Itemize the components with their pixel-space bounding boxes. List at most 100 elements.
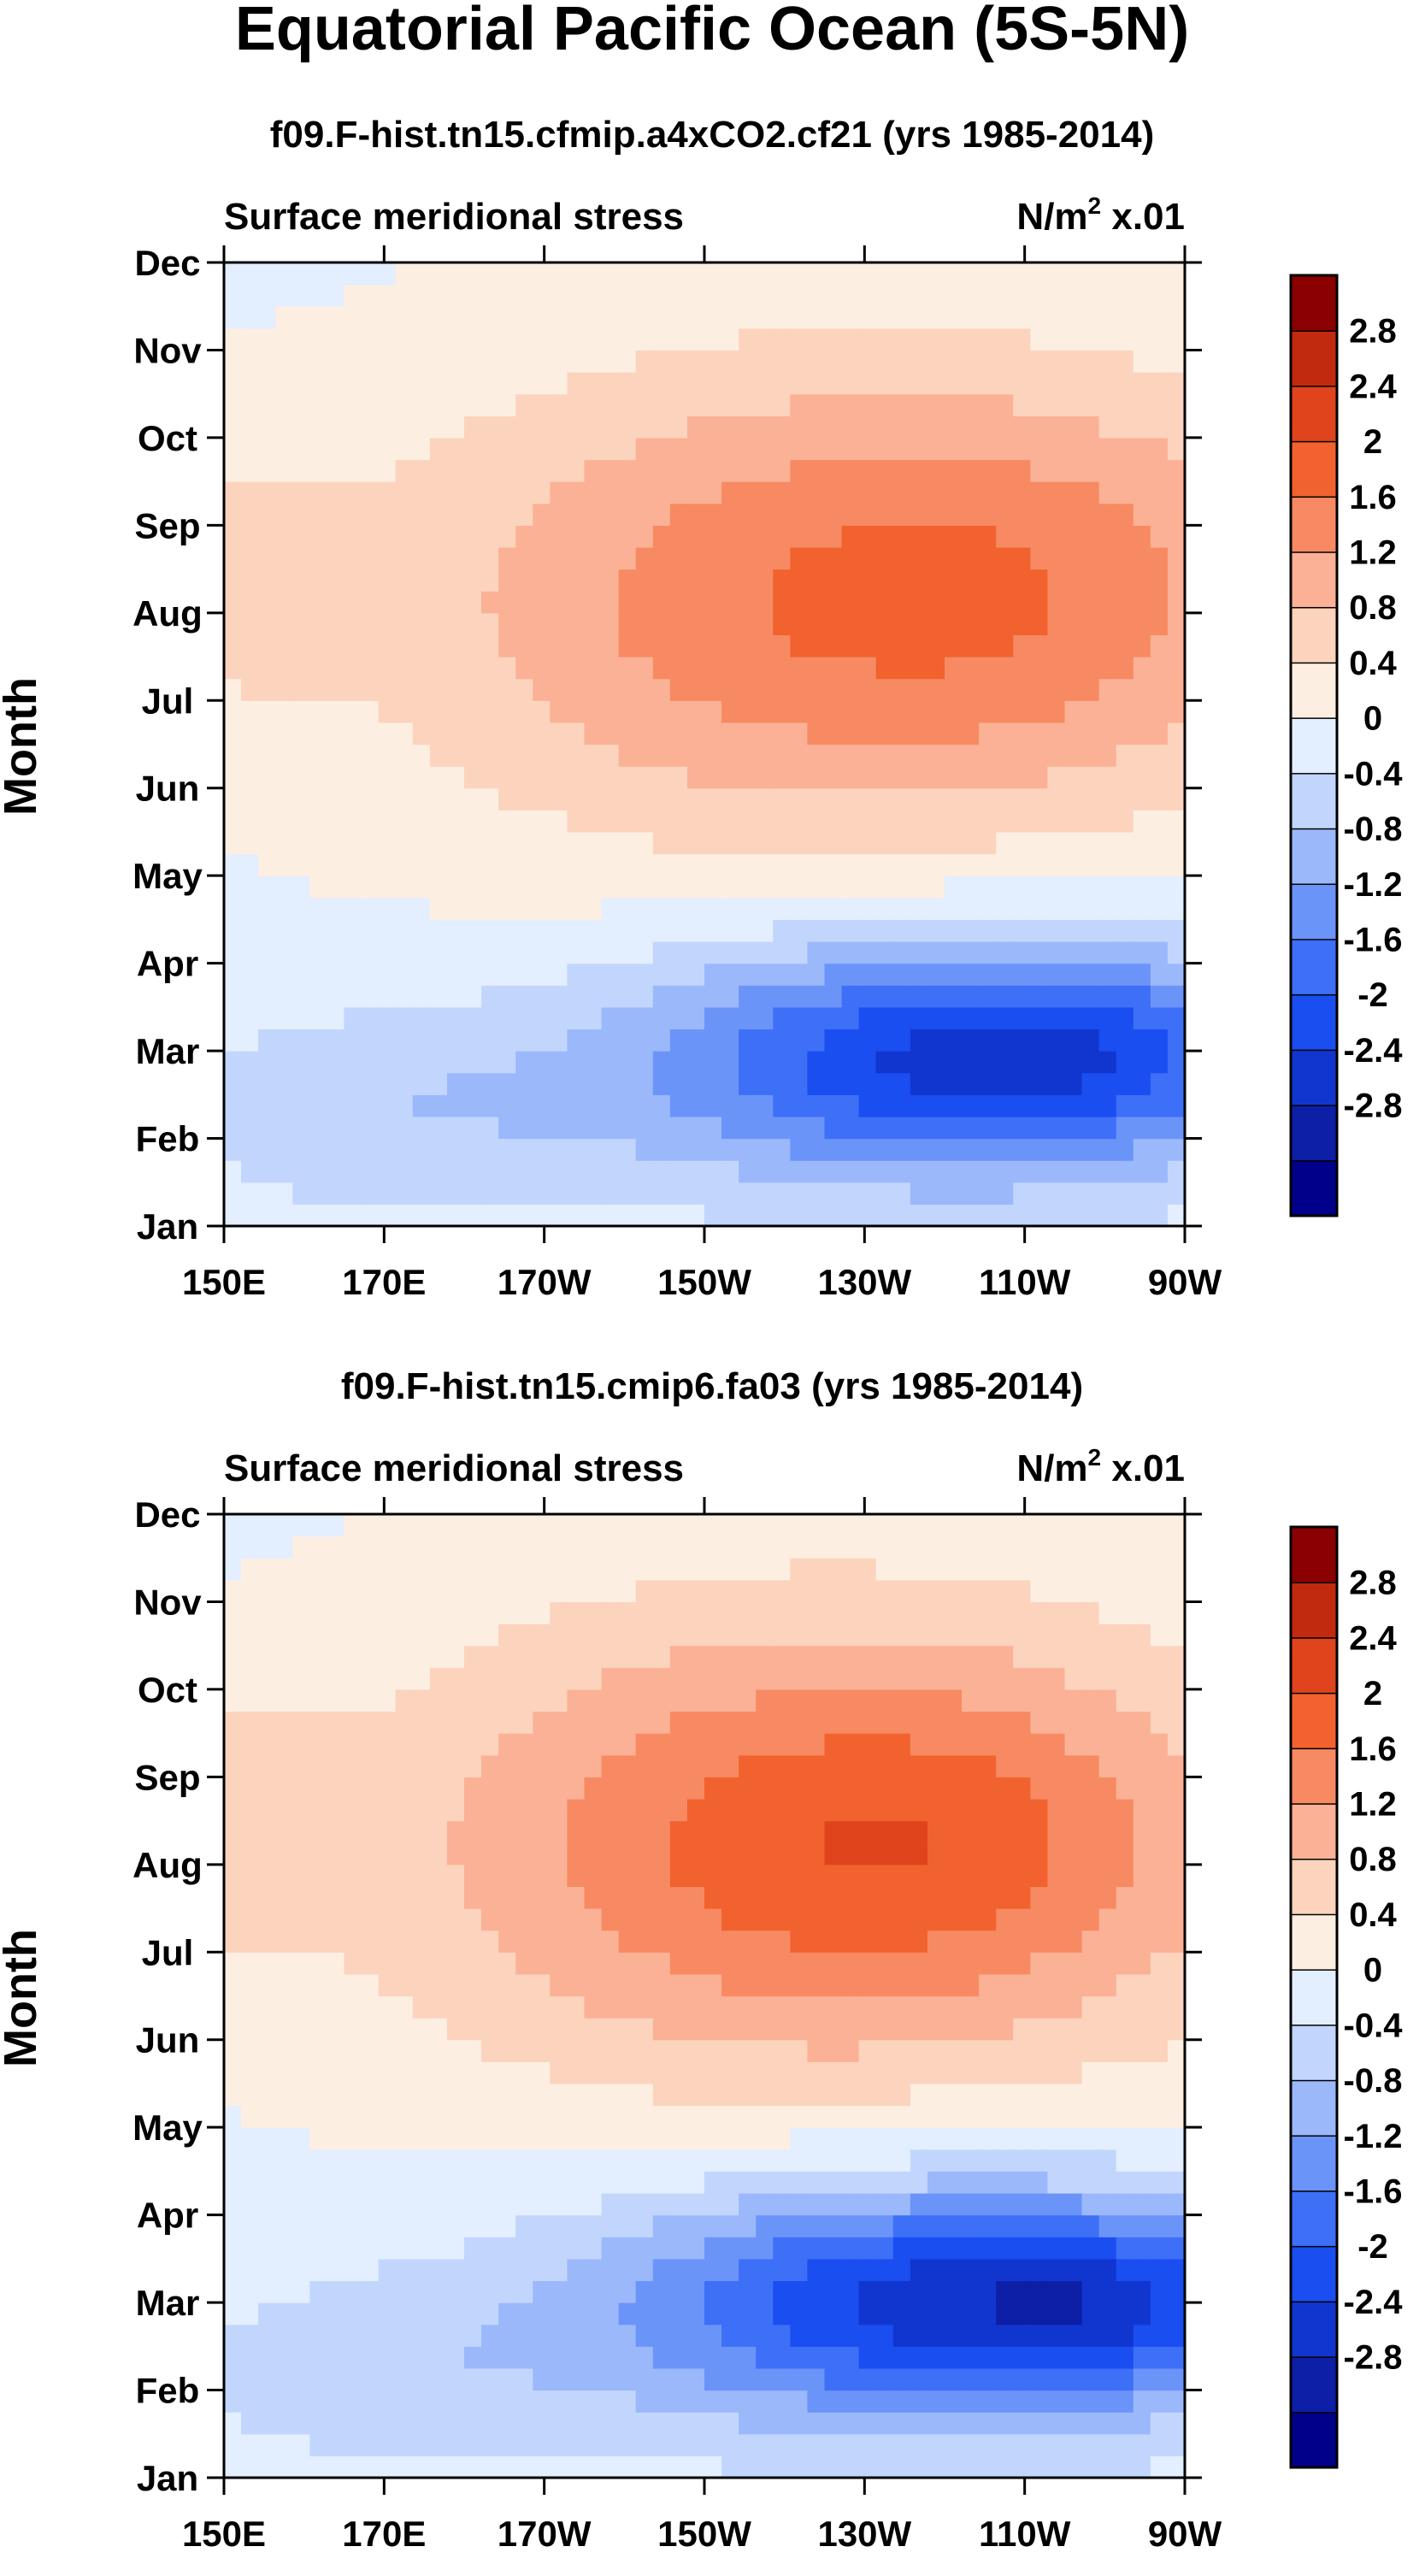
field-cell: [533, 1931, 551, 1953]
field-cell: [756, 481, 774, 504]
field-cell: [1099, 2149, 1117, 2172]
field-cell: [1047, 832, 1065, 854]
field-cell: [327, 1139, 344, 1161]
field-cell: [379, 1842, 397, 1865]
field-cell: [481, 2171, 499, 2193]
field-cell: [1030, 1204, 1048, 1226]
field-cell: [550, 1601, 568, 1624]
field-cell: [515, 1514, 533, 1536]
field-cell: [910, 1821, 928, 1843]
field-cell: [1151, 1646, 1169, 1668]
field-cell: [464, 1160, 482, 1182]
field-cell: [1013, 1865, 1031, 1887]
field-cell: [1082, 328, 1100, 351]
field-cell: [498, 1777, 516, 1799]
field-cell: [309, 832, 327, 854]
field-cell: [876, 2302, 894, 2325]
field-cell: [275, 788, 293, 811]
field-cell: [1099, 481, 1117, 504]
field-cell: [585, 657, 603, 679]
field-cell: [481, 657, 499, 679]
field-cell: [241, 679, 259, 701]
field-cell: [790, 1601, 808, 1624]
field-cell: [859, 438, 877, 460]
field-cell: [825, 1821, 843, 1843]
field-cell: [687, 2106, 705, 2128]
field-cell: [309, 2434, 327, 2456]
field-cell: [1099, 438, 1117, 460]
field-cell: [619, 1755, 637, 1777]
field-cell: [602, 700, 620, 722]
field-cell: [893, 2193, 911, 2215]
field-cell: [842, 2280, 860, 2302]
field-cell: [636, 1007, 654, 1029]
field-cell: [292, 504, 310, 526]
field-cell: [1065, 1536, 1083, 1559]
field-cell: [704, 1007, 722, 1029]
field-cell: [464, 875, 482, 898]
field-cell: [1013, 1139, 1031, 1161]
field-cell: [996, 1182, 1014, 1205]
field-cell: [1082, 2259, 1100, 2281]
field-cell: [773, 2346, 791, 2368]
field-cell: [447, 613, 465, 635]
field-cell: [585, 328, 603, 351]
field-cell: [910, 657, 928, 679]
field-cell: [447, 941, 465, 964]
field-cell: [344, 634, 362, 657]
field-cell: [979, 2061, 997, 2084]
field-cell: [1151, 2325, 1169, 2347]
field-cell: [464, 2084, 482, 2106]
field-cell: [379, 350, 397, 372]
field-cell: [430, 941, 448, 964]
field-cell: [396, 1182, 414, 1205]
field-cell: [585, 1931, 603, 1953]
field-cell: [979, 306, 997, 328]
field-cell: [945, 372, 963, 394]
field-cell: [996, 2455, 1014, 2478]
field-cell: [636, 481, 654, 504]
field-cell: [1047, 2325, 1065, 2347]
field-cell: [739, 2325, 757, 2347]
field-cell: [756, 1139, 774, 1161]
field-cell: [619, 1601, 637, 1624]
field-cell: [275, 372, 293, 394]
field-cell: [362, 2171, 380, 2193]
field-cell: [275, 1646, 293, 1668]
field-cell: [1030, 898, 1048, 920]
field-cell: [396, 438, 414, 460]
field-cell: [1047, 2434, 1065, 2456]
field-cell: [825, 832, 843, 854]
field-cell: [533, 1117, 551, 1139]
field-cell: [1134, 547, 1151, 569]
field-cell: [790, 1029, 808, 1051]
field-cell: [807, 1007, 825, 1029]
field-cell: [807, 1073, 825, 1095]
field-cell: [292, 1624, 310, 1646]
field-cell: [979, 350, 997, 372]
field-cell: [585, 2346, 603, 2368]
field-cell: [327, 1051, 344, 1073]
field-cell: [825, 745, 843, 767]
field-cell: [258, 1712, 276, 1734]
field-cell: [379, 2280, 397, 2302]
field-cell: [413, 1689, 431, 1712]
field-cell: [309, 1931, 327, 1953]
x-tick-label: 90W: [1148, 1262, 1222, 1302]
field-cell: [636, 1094, 654, 1117]
field-cell: [241, 2127, 259, 2149]
field-cell: [464, 1689, 482, 1712]
field-cell: [1065, 1029, 1083, 1051]
field-cell: [739, 1029, 757, 1051]
field-cell: [893, 1073, 911, 1095]
field-cell: [842, 1974, 860, 1996]
field-cell: [1134, 306, 1151, 328]
field-cell: [859, 372, 877, 394]
field-cell: [362, 481, 380, 504]
field-cell: [1134, 2061, 1151, 2084]
field-cell: [721, 700, 739, 722]
field-cell: [602, 460, 620, 482]
field-cell: [413, 1117, 431, 1139]
field-cell: [224, 2127, 242, 2149]
field-cell: [704, 504, 722, 526]
